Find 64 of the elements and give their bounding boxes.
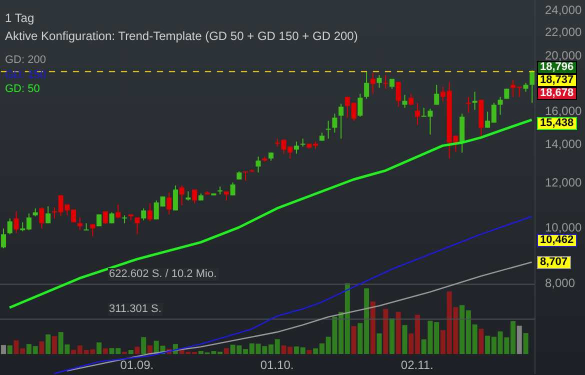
y-tick-label: 20,000	[545, 48, 582, 62]
line-series	[53, 216, 532, 374]
y-tick-label: 8,000	[545, 276, 576, 290]
y-tick-label: 14,000	[545, 137, 582, 152]
candlestick	[376, 74, 382, 88]
candlestick	[14, 210, 19, 234]
x-tick-label: 01.09.	[120, 358, 154, 372]
y2-tick-label: 622.602 S.	[109, 268, 162, 280]
y2-tick-label: 311.301 S.	[109, 303, 162, 316]
candlestick	[383, 74, 388, 90]
candlestick	[141, 208, 146, 221]
candlestick	[192, 189, 198, 204]
ref-line-label: 18,737	[537, 74, 577, 88]
candlestick	[326, 120, 331, 140]
candlestick	[256, 156, 261, 173]
text: 18,796	[537, 61, 577, 74]
y-tick-label: 16,000	[545, 104, 582, 118]
text: GD: 150	[5, 68, 46, 82]
x-tick-label: 02.11.	[400, 358, 434, 372]
candlestick	[498, 96, 503, 116]
candlestick	[166, 192, 172, 215]
candlestick	[109, 212, 114, 224]
candlestick	[7, 218, 12, 235]
candlestick	[338, 103, 344, 140]
y-tick-label: 22,000	[545, 24, 582, 39]
candlestick	[39, 206, 44, 229]
candlestick	[134, 216, 140, 235]
candlestick	[472, 91, 478, 110]
candlestick	[294, 141, 299, 154]
candlestick	[90, 224, 96, 237]
candlestick	[1, 228, 6, 249]
candlestick	[466, 96, 471, 114]
y-tick-label: 24,000	[545, 3, 582, 18]
text: Aktive Konfiguration: Trend-Template (GD 50 + GD 150 + GD 200)	[5, 29, 358, 43]
text: GD: 50	[5, 82, 41, 96]
candlestick	[147, 202, 152, 222]
candlestick	[370, 72, 376, 94]
y-tick-label: 12,000	[545, 175, 582, 190]
candlestick	[172, 185, 178, 211]
candlestick	[414, 102, 420, 126]
candlestick	[46, 206, 51, 224]
candlestick	[434, 84, 440, 106]
data-label: 10,462	[537, 234, 577, 247]
annotation: / 10.2 Mio.	[164, 268, 217, 280]
candlestick	[364, 71, 370, 100]
text: 18,678	[537, 87, 577, 100]
candlestick	[243, 170, 248, 182]
y-tick-label: 10,000	[545, 220, 582, 235]
candlestick	[396, 81, 401, 108]
candlestick	[116, 204, 121, 219]
candlestick	[402, 94, 408, 108]
candlestick	[332, 113, 338, 134]
text: 1 Tag	[5, 11, 34, 25]
candlestick	[408, 93, 414, 106]
candlestick	[102, 210, 108, 225]
data-label: 8,707	[537, 256, 571, 269]
x-tick-label: 01.10.	[260, 358, 294, 372]
data-label: 15,438	[537, 116, 577, 130]
text: GD: 200	[5, 53, 46, 68]
candlestick	[179, 185, 184, 206]
candlestick	[530, 70, 535, 104]
candlestick	[358, 93, 363, 118]
line-series	[66, 261, 532, 372]
candlestick	[230, 182, 236, 196]
